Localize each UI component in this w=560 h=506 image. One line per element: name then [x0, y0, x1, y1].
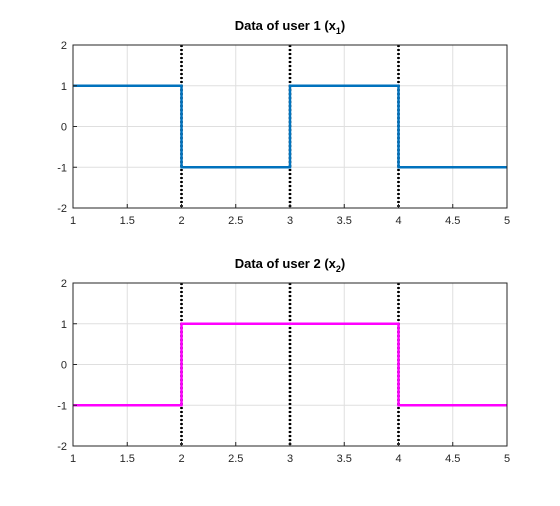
- x-tick-label: 2: [178, 215, 184, 227]
- title-sub-2: 2: [336, 264, 341, 274]
- y-ticks-1: 2 1 0 -1 -2: [57, 40, 77, 215]
- y-tick-label: 2: [61, 278, 67, 290]
- subplot-1: 1 1.5 2 2.5 3 3.5 4 4.5 5 2 1 0 -1 -2 Data of user 1…: [57, 18, 510, 227]
- title-sub-1: 1: [336, 26, 341, 36]
- y-tick-label: 1: [61, 81, 67, 93]
- series-line-1: [73, 84, 507, 169]
- x-tick-label: 1: [70, 453, 76, 465]
- y-tick-label: 1: [61, 319, 67, 331]
- y-tick-label: -1: [57, 400, 67, 412]
- x-tick-label: 2: [178, 453, 184, 465]
- x-tick-label: 2.5: [228, 215, 243, 227]
- series-group-1: [73, 84, 507, 169]
- x-tick-label: 4: [395, 215, 401, 227]
- x-tick-label: 4.5: [445, 453, 460, 465]
- x-tick-label: 5: [504, 215, 510, 227]
- x-ticks-2: 1 1.5 2 2.5 3 3.5 4 4.5 5: [70, 442, 510, 465]
- y-tick-label: -1: [57, 162, 67, 174]
- subplot-title-1: Data of user 1 (x1): [235, 18, 346, 36]
- y-tick-label: 0: [61, 122, 67, 134]
- y-tick-label: 0: [61, 360, 67, 372]
- y-tick-label: -2: [57, 441, 67, 453]
- title-close-2: ): [341, 256, 345, 271]
- subplot-2: 1 1.5 2 2.5 3 3.5 4 4.5 5 2 1 0 -1 -2 Data of user 2…: [57, 256, 510, 465]
- x-tick-label: 1: [70, 215, 76, 227]
- y-ticks-2: 2 1 0 -1 -2: [57, 278, 77, 453]
- x-tick-label: 3: [287, 215, 293, 227]
- x-tick-label: 1.5: [120, 215, 135, 227]
- y-tick-label: 2: [61, 40, 67, 52]
- title-main-2: Data of user 2 (x: [235, 256, 337, 271]
- x-tick-label: 3: [287, 453, 293, 465]
- x-tick-label: 3.5: [337, 453, 352, 465]
- x-tick-label: 3.5: [337, 215, 352, 227]
- x-tick-label: 4: [395, 453, 401, 465]
- x-tick-label: 4.5: [445, 215, 460, 227]
- x-tick-label: 2.5: [228, 453, 243, 465]
- title-main-1: Data of user 1 (x: [235, 18, 337, 33]
- x-tick-label: 1.5: [120, 453, 135, 465]
- series-group-2: [73, 322, 507, 407]
- y-tick-label: -2: [57, 203, 67, 215]
- title-close-1: ): [341, 18, 345, 33]
- x-tick-label: 5: [504, 453, 510, 465]
- subplot-title-2: Data of user 2 (x2): [235, 256, 346, 274]
- series-line-2: [73, 322, 507, 407]
- x-ticks-1: 1 1.5 2 2.5 3 3.5 4 4.5 5: [70, 204, 510, 227]
